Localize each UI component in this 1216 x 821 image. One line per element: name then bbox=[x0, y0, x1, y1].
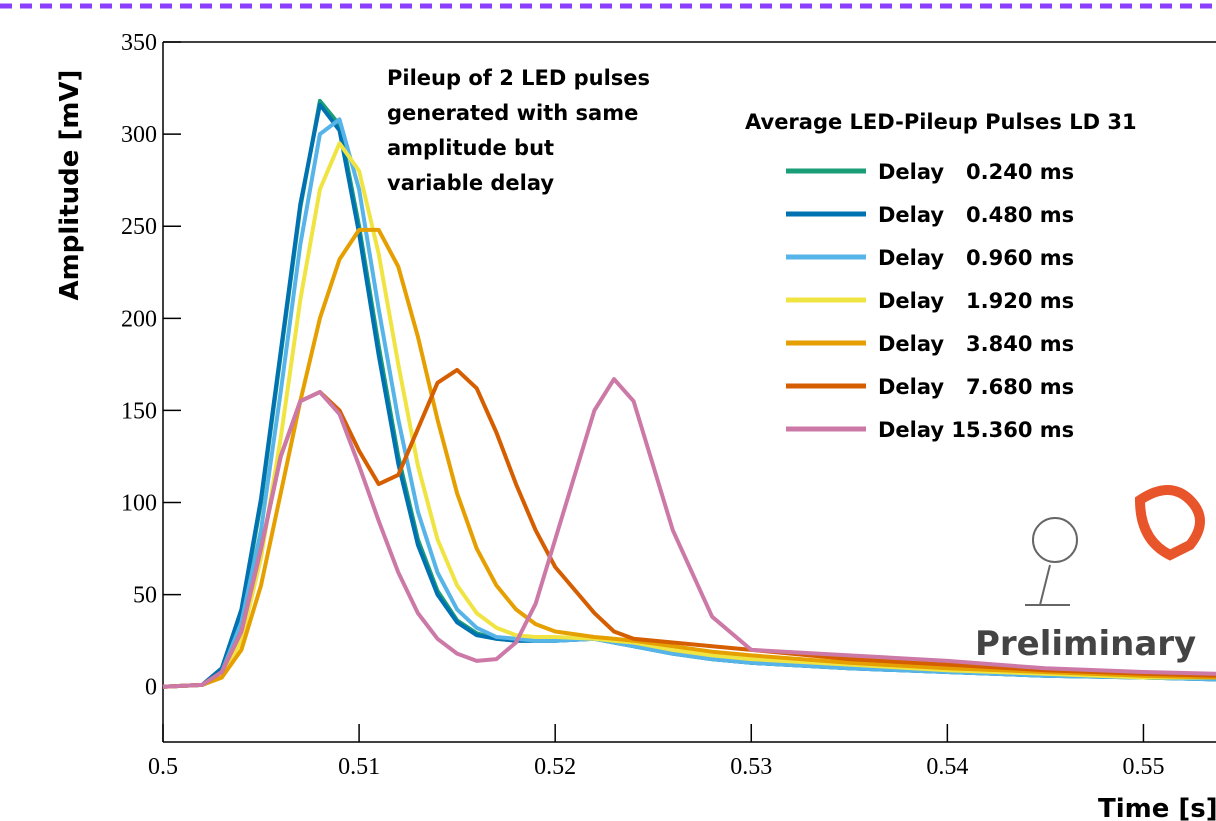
annotation: amplitude but bbox=[387, 136, 554, 160]
y-tick-label: 250 bbox=[121, 214, 157, 240]
x-tick-label: 0.51 bbox=[338, 754, 380, 780]
x-tick-label: 0.5 bbox=[148, 754, 178, 780]
x-tick-label: 0.52 bbox=[534, 754, 576, 780]
series-line bbox=[162, 141, 1216, 689]
legend-label: Delay 3.840 ms bbox=[878, 332, 1074, 356]
x-tick-label: 0.54 bbox=[926, 754, 968, 780]
legend-label: Delay 7.680 ms bbox=[878, 375, 1074, 399]
y-tick-label: 0 bbox=[145, 675, 157, 701]
logo bbox=[1025, 485, 1205, 606]
annotation: generated with same bbox=[387, 101, 638, 125]
annotation: variable delay bbox=[387, 171, 554, 195]
annotation: Pileup of 2 LED pulses bbox=[387, 66, 650, 90]
x-tick-label: 0.55 bbox=[1122, 754, 1164, 780]
legend-label: Delay 0.960 ms bbox=[878, 246, 1074, 270]
legend-label: Delay 1.920 ms bbox=[878, 289, 1074, 313]
legend-title: Average LED-Pileup Pulses LD 31 bbox=[745, 110, 1137, 134]
legend-label: Delay 0.240 ms bbox=[878, 160, 1074, 184]
y-tick-label: 350 bbox=[121, 30, 157, 56]
y-tick-label: 100 bbox=[121, 491, 157, 517]
y-tick-label: 50 bbox=[133, 583, 157, 609]
y-axis-label: Amplitude [mV] bbox=[55, 70, 85, 301]
series-line bbox=[162, 117, 1216, 689]
series-line bbox=[162, 377, 1216, 689]
legend-label: Delay 15.360 ms bbox=[878, 418, 1074, 442]
y-tick-label: 150 bbox=[121, 398, 157, 424]
x-axis-label: Time [s] bbox=[1098, 794, 1216, 821]
y-tick-label: 300 bbox=[121, 122, 157, 148]
series-line bbox=[162, 227, 1216, 689]
watermark: Preliminary bbox=[975, 624, 1196, 664]
y-tick-label: 200 bbox=[121, 306, 157, 332]
x-tick-label: 0.53 bbox=[730, 754, 772, 780]
legend-label: Delay 0.480 ms bbox=[878, 203, 1074, 227]
